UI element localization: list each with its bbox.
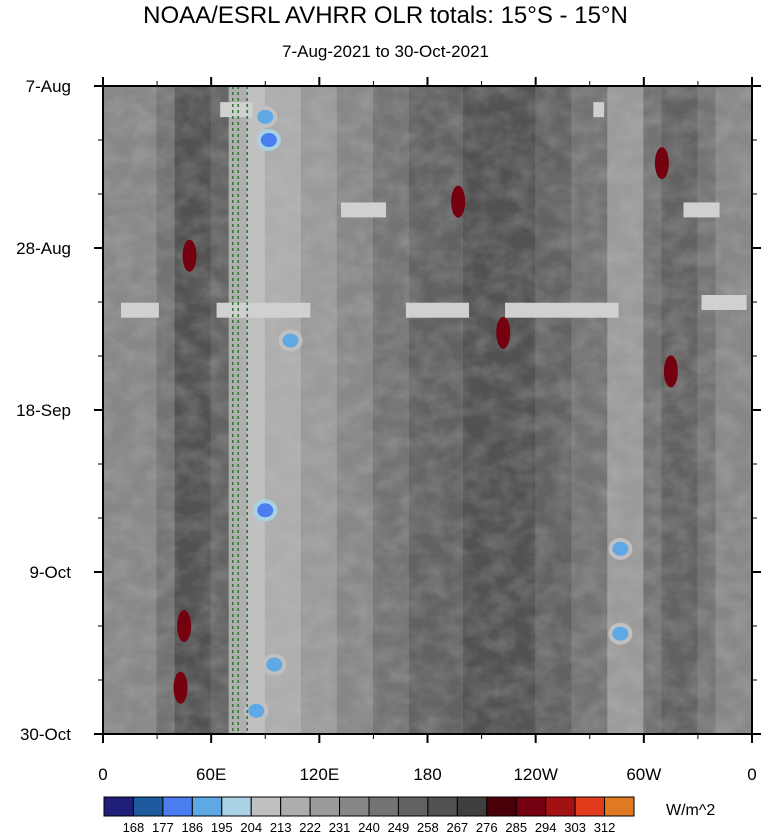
- colorbar-label: 222: [299, 820, 321, 835]
- colorbar-label: 186: [181, 820, 203, 835]
- high-olr-region: [663, 355, 678, 388]
- y-tick-label: 30-Oct: [20, 725, 71, 744]
- high-olr-region: [654, 147, 669, 180]
- low-olr-region: [266, 657, 283, 672]
- high-olr-region: [177, 610, 192, 642]
- plot-area: [103, 86, 752, 734]
- colorbar-label: 195: [211, 820, 233, 835]
- colorbar-swatch: [309, 796, 341, 817]
- low-olr-region: [260, 133, 277, 147]
- colorbar-swatch: [604, 796, 635, 817]
- x-tick-label: 120E: [299, 765, 339, 784]
- colorbar-label: 249: [388, 820, 410, 835]
- x-tick-label: 60E: [196, 765, 226, 784]
- low-olr-region: [257, 503, 274, 518]
- colorbar-swatch: [132, 796, 164, 817]
- colorbar-label: 204: [240, 820, 262, 835]
- colorbar-swatch: [397, 796, 429, 817]
- colorbar-label: 168: [123, 820, 145, 835]
- missing-data-bar: [683, 202, 720, 218]
- colorbar-swatch: [250, 796, 282, 817]
- missing-data-bar: [340, 202, 387, 218]
- colorbar-label: 240: [358, 820, 380, 835]
- low-olr-region: [612, 626, 629, 641]
- y-tick-label: 7-Aug: [26, 77, 71, 96]
- low-olr-region: [282, 333, 299, 348]
- colorbar-swatch: [486, 796, 517, 817]
- colorbar-label: 177: [152, 820, 174, 835]
- colorbar-swatch: [162, 796, 193, 817]
- colorbar-label: 231: [329, 820, 351, 835]
- colorbar-label: 213: [270, 820, 292, 835]
- low-olr-region: [257, 109, 274, 124]
- missing-data-bar: [121, 302, 159, 318]
- colorbar-label: 303: [564, 820, 586, 835]
- y-tick-label: 28-Aug: [16, 239, 71, 258]
- colorbar-label: 312: [594, 820, 616, 835]
- colorbar-swatch: [456, 796, 488, 817]
- colorbar-swatch: [368, 796, 399, 817]
- colorbar-label: 258: [417, 820, 439, 835]
- colorbar-swatch: [574, 796, 606, 817]
- colorbar: 168 177 186 195 204 213 222 231 240 249 258 267 276 2…: [103, 796, 715, 835]
- axes: 0 60E 120E 180 120W 60W 0 7-Aug 28-Aug 18-Sep 9-Oc…: [16, 77, 761, 784]
- colorbar-swatch: [427, 796, 458, 817]
- x-tick-label: 0: [747, 765, 756, 784]
- colorbar-swatch: [191, 796, 223, 817]
- high-olr-region: [451, 185, 466, 218]
- high-olr-region: [173, 671, 188, 704]
- missing-data-bar: [593, 102, 605, 118]
- colorbar-swatch: [221, 796, 252, 817]
- colorbar-swatch: [103, 796, 134, 817]
- missing-data-bar: [701, 295, 747, 310]
- colorbar-label: 294: [535, 820, 557, 835]
- missing-data-bar: [220, 102, 253, 118]
- missing-data-bar: [405, 302, 469, 318]
- colorbar-label: 285: [505, 820, 527, 835]
- colorbar-swatch: [545, 796, 576, 817]
- chart-subtitle: 7-Aug-2021 to 30-Oct-2021: [282, 42, 489, 61]
- low-olr-region: [248, 703, 265, 718]
- high-olr-region: [182, 239, 197, 272]
- colorbar-label: 267: [446, 820, 468, 835]
- colorbar-swatch: [339, 796, 370, 817]
- chart-title: NOAA/ESRL AVHRR OLR totals: 15°S - 15°N: [143, 2, 628, 29]
- colorbar-swatch: [515, 796, 547, 817]
- colorbar-label: 276: [476, 820, 498, 835]
- low-olr-region: [612, 541, 629, 556]
- x-tick-label: 0: [98, 765, 107, 784]
- olr-texture: [103, 86, 752, 734]
- x-tick-label: 120W: [513, 765, 557, 784]
- x-tick-label: 60W: [626, 765, 661, 784]
- colorbar-units: W/m^2: [666, 802, 715, 819]
- missing-data-bar: [505, 302, 619, 318]
- y-tick-label: 9-Oct: [29, 563, 71, 582]
- y-tick-label: 18-Sep: [16, 401, 71, 420]
- missing-data-bar: [216, 302, 311, 318]
- x-tick-label: 180: [413, 765, 441, 784]
- colorbar-swatch: [280, 796, 311, 817]
- high-olr-region: [496, 316, 511, 349]
